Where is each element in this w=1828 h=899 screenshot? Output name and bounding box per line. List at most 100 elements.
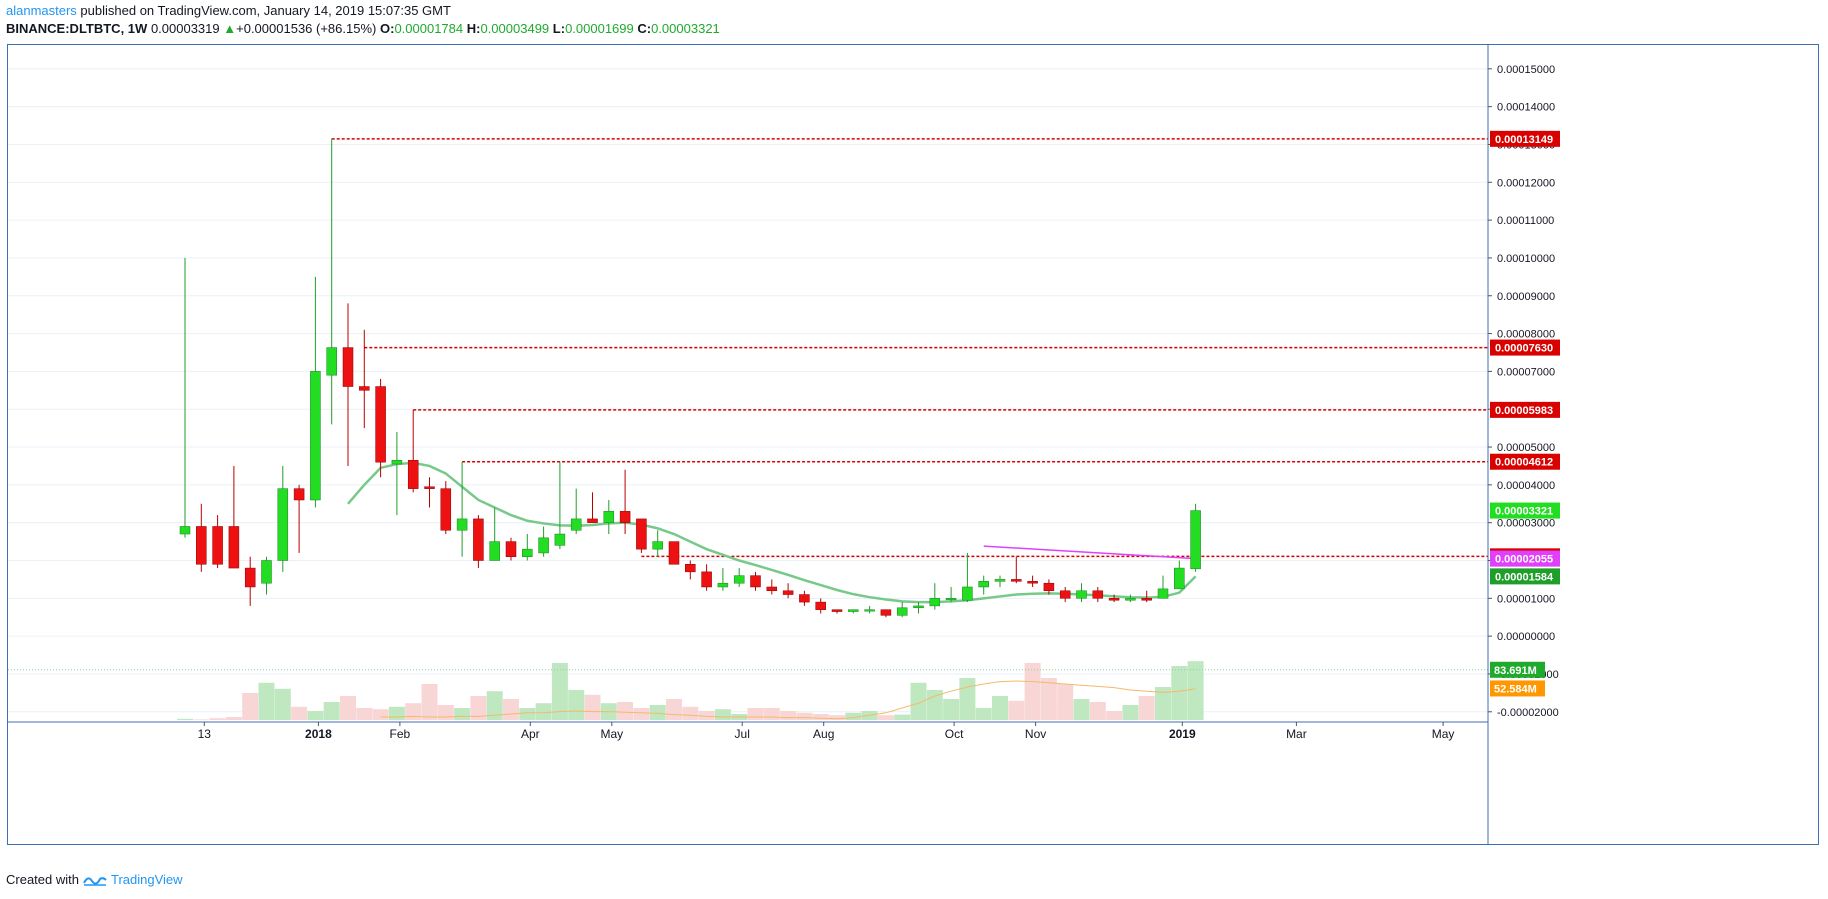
volume-bar [649, 705, 666, 720]
candle-body [848, 609, 859, 612]
volume-bar [747, 708, 764, 720]
close-value: 0.00003321 [651, 21, 720, 36]
symbol-name: BINANCE:DLTBTC, 1W [6, 21, 148, 36]
candle-body [489, 541, 500, 561]
volume-ma-line [380, 680, 1196, 720]
candle-body [701, 571, 712, 588]
candle-body [342, 347, 354, 387]
published-text: published on TradingView.com, January 14… [76, 3, 451, 18]
y-tick-label: 0.00007000 [1497, 366, 1555, 378]
candle-body [603, 511, 615, 523]
volume-bar [617, 702, 634, 720]
ma-price-label-box [1490, 568, 1560, 585]
candle-body [1043, 582, 1055, 592]
volume-bar [258, 682, 275, 720]
last-price-label-box [1490, 502, 1560, 519]
volume-bar [1171, 666, 1188, 720]
x-tick-label: May [600, 727, 623, 741]
x-tick-label: Feb [390, 727, 411, 741]
y-tick-label: 0.00009000 [1497, 291, 1555, 303]
volume-bar [975, 708, 992, 720]
volume-bar [1138, 696, 1155, 720]
volume-bar [812, 714, 829, 720]
author-link[interactable]: alanmasters [6, 3, 77, 18]
volume-bar [437, 705, 454, 720]
volume-bar [454, 708, 471, 720]
candle-body [962, 586, 973, 601]
y-tick-label: 0.00011000 [1497, 215, 1554, 227]
candle-body [733, 575, 745, 584]
volume-bar [829, 715, 845, 720]
volume-bar [666, 699, 682, 720]
level-price-label: 0.00007630 [1495, 343, 1553, 355]
candle-body [261, 560, 272, 584]
candle-body [212, 526, 223, 565]
candle-body [1157, 588, 1169, 599]
level-price-label-box [1490, 401, 1560, 418]
volume-bar [1155, 687, 1171, 720]
high-value: 0.00003499 [480, 21, 550, 36]
volume-bar [551, 663, 568, 720]
volume-bar [503, 699, 519, 720]
volume-bar [421, 684, 438, 720]
chart-frame[interactable]: 0.000150000.000140000.000130000.00012000… [7, 44, 1819, 845]
candle-body [1059, 590, 1071, 599]
volume-bar [877, 715, 894, 720]
volume-bar [1106, 711, 1123, 720]
volume-bar [356, 708, 373, 720]
volume-bar [959, 678, 976, 720]
last-price-label: 0.00003321 [1495, 506, 1553, 518]
volume-bar [763, 708, 780, 720]
candle-body [652, 541, 663, 550]
y-tick-label: 0.00001000 [1497, 593, 1555, 605]
candle-body [799, 594, 810, 603]
candle-body [896, 607, 908, 616]
price-chart[interactable]: 0.000150000.000140000.000130000.00012000… [8, 45, 1818, 844]
candle-body [505, 541, 517, 557]
y-tick-label: 0.00008000 [1497, 329, 1555, 341]
trendline-price-label: 0.00002055 [1495, 554, 1553, 566]
ma-price-label: 0.00001584 [1495, 571, 1554, 583]
x-tick-label: Mar [1286, 727, 1307, 741]
candle-body [522, 548, 533, 557]
volume-axis-label: 83.691M [1494, 665, 1537, 677]
volume-bar [405, 703, 422, 720]
volume-bar [780, 711, 797, 720]
tradingview-logo-icon [83, 876, 107, 886]
candle-body [570, 518, 582, 531]
volume-bar [1008, 700, 1025, 720]
candle-body [277, 488, 289, 561]
candle-body [473, 518, 484, 561]
x-tick-label: Apr [521, 727, 540, 741]
candle-body [766, 586, 778, 592]
candle-body [326, 347, 337, 376]
candle-body [831, 609, 843, 612]
x-tick-label: 2018 [305, 727, 332, 741]
volume-bar [307, 711, 324, 720]
open-value: 0.00001784 [394, 21, 464, 36]
x-tick-label: May [1432, 727, 1455, 741]
volume-bar [682, 706, 699, 720]
candle-body [1011, 579, 1022, 582]
last-price: 0.00003319 [150, 21, 220, 36]
x-tick-label: Jul [735, 727, 750, 741]
publish-info: alanmasters published on TradingView.com… [6, 3, 451, 18]
volume-bar [242, 693, 259, 720]
candle-body [244, 567, 256, 588]
candle-body [668, 541, 680, 565]
candle-body [1125, 598, 1136, 601]
candle-body [228, 526, 240, 569]
volume-bar [535, 703, 552, 720]
tradingview-link[interactable]: TradingView [110, 872, 183, 887]
up-arrow-icon: ▲ [223, 21, 237, 36]
candle-body [815, 601, 826, 610]
candle-body [929, 598, 941, 607]
candle-body [196, 526, 207, 565]
close-label: C: [637, 21, 652, 36]
candle-body [994, 579, 1006, 582]
y-tick-label: 0.00010000 [1497, 253, 1555, 265]
candle-body [310, 371, 321, 501]
y-tick-label: 0.00015000 [1497, 64, 1555, 76]
volume-bar [372, 709, 389, 720]
candle-body [864, 609, 875, 612]
